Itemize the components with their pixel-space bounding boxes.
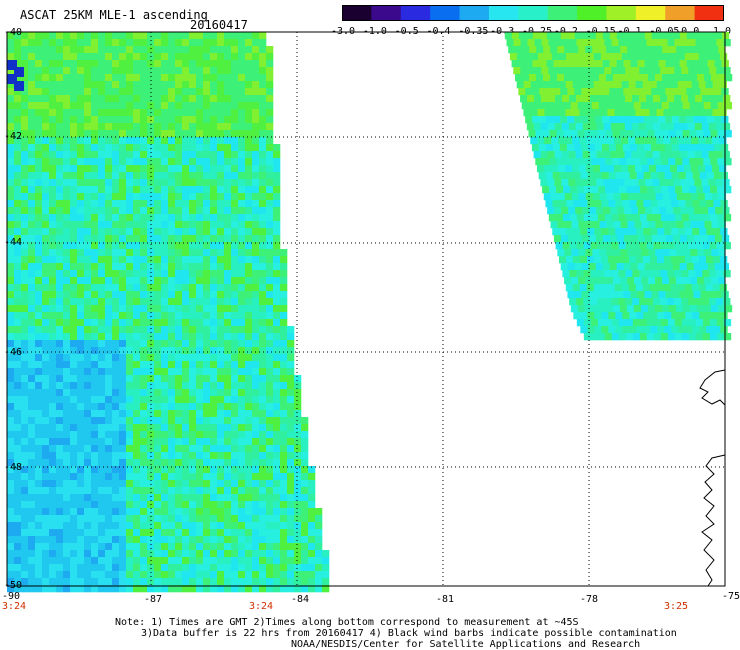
coastline [699,369,726,587]
colorbar-segment [635,5,666,21]
colorbar [342,5,724,21]
product-title: ASCAT 25KM MLE-1 ascending [20,8,208,22]
lat-label-42: -42 [4,131,23,142]
coastline-path [699,369,726,587]
lon-label-75: -75 [722,591,740,602]
colorbar-segment [606,5,637,21]
colorbar-segment [488,5,519,21]
note-line-3: NOAA/NESDIS/Center for Satellite Applica… [291,639,641,650]
colorbar-segment [665,5,696,21]
lat-lon-grid [7,32,725,586]
time-label-east: 3:25 [664,601,689,612]
colorbar-segment [459,5,490,21]
colorbar-segment [430,5,461,21]
colorbar-segment [371,5,402,21]
lon-label-84: -84 [291,594,310,605]
colorbar-segment [577,5,607,21]
product-date: 20160417 [190,18,248,32]
colorbar-segment [400,5,431,21]
note-line-1: Note: 1) Times are GMT 2)Times along bot… [115,617,579,628]
colorbar-segment [694,5,724,21]
lat-label-46: -46 [4,347,23,358]
wind-speed-swaths [7,32,733,593]
colorbar-segment [547,5,578,21]
lat-label-48: -48 [4,462,23,473]
plot-frame [6,31,726,587]
colorbar-segment [342,5,372,21]
lon-label-90: -90 [2,591,21,602]
time-label-west: 3:24 [2,601,27,612]
lat-label-40: -40 [4,27,23,38]
colorbar-segment [518,5,549,21]
lon-label-81: -81 [436,594,455,605]
note-line-2: 3)Data buffer is 22 hrs from 20160417 4)… [141,628,677,639]
time-label-middle: 3:24 [249,601,274,612]
lat-label-44: -44 [4,237,23,248]
lon-label-78: -78 [580,594,599,605]
lon-label-87: -87 [144,594,163,605]
lat-label-50: -50 [4,580,23,591]
